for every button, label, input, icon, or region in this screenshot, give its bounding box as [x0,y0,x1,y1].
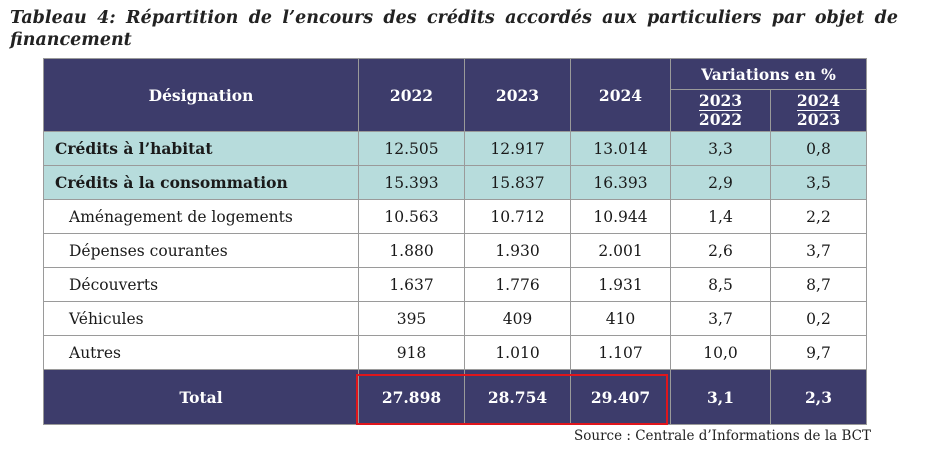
cell-2023: 10.712 [464,199,571,234]
total-row: Total 27.898 28.754 29.407 3,1 2,3 [43,369,867,425]
cell-2022: 918 [358,335,465,370]
cell-2022: 10.563 [358,199,465,234]
header-variation-2023-2022: 2023 2022 [670,89,771,132]
header-row: Désignation 2022 2023 2024 Variations en… [43,58,867,132]
caption-line-2: financement [10,30,132,50]
table-caption: Tableau 4: Répartition de l’encours des … [10,7,898,51]
cell-var-1: 10,0 [670,335,771,370]
header-designation: Désignation [43,58,359,132]
variation-1-denominator: 2022 [698,110,743,129]
table-row: Découverts 1.637 1.776 1.931 8,5 8,7 [43,267,867,302]
table-row: Véhicules 395 409 410 3,7 0,2 [43,301,867,336]
credit-distribution-table: Désignation 2022 2023 2024 Variations en… [43,58,867,425]
table-row: Dépenses courantes 1.880 1.930 2.001 2,6… [43,233,867,268]
cell-2022: 1.880 [358,233,465,268]
cell-var-2: 8,7 [770,267,867,302]
header-subrow: 2023 2022 2024 2023 [44,89,867,132]
cell-var-2: 3,7 [770,233,867,268]
row-label: Dépenses courantes [43,233,359,268]
cell-2023: 15.837 [464,165,571,200]
total-2022: 27.898 [358,369,465,425]
cell-var-1: 2,9 [670,165,771,200]
table-row: Crédits à la consommation 15.393 15.837 … [43,165,867,200]
cell-2023: 1.776 [464,267,571,302]
cell-var-1: 3,3 [670,131,771,166]
total-var-2: 2,3 [770,369,867,425]
variation-2-denominator: 2023 [796,110,841,129]
cell-var-2: 3,5 [770,165,867,200]
total-2023: 28.754 [464,369,571,425]
cell-var-1: 3,7 [670,301,771,336]
cell-var-2: 0,2 [770,301,867,336]
table-row: Aménagement de logements 10.563 10.712 1… [43,199,867,234]
cell-2022: 15.393 [358,165,465,200]
variation-1-numerator: 2023 [698,91,743,111]
row-label: Autres [43,335,359,370]
total-2024: 29.407 [570,369,671,425]
table-row: Crédits à l’habitat 12.505 12.917 13.014… [43,131,867,166]
row-label: Découverts [43,267,359,302]
cell-var-2: 0,8 [770,131,867,166]
row-label: Véhicules [43,301,359,336]
cell-2023: 1.010 [464,335,571,370]
header-variation-2024-2023: 2024 2023 [770,89,867,132]
cell-2022: 12.505 [358,131,465,166]
row-label: Aménagement de logements [43,199,359,234]
cell-var-2: 2,2 [770,199,867,234]
cell-var-1: 2,6 [670,233,771,268]
cell-2024: 1.931 [570,267,671,302]
cell-2022: 1.637 [358,267,465,302]
cell-2023: 1.930 [464,233,571,268]
cell-2024: 2.001 [570,233,671,268]
variation-2-numerator: 2024 [796,91,841,111]
total-var-1: 3,1 [670,369,771,425]
caption-line-1: Tableau 4: Répartition de l’encours des … [10,8,898,28]
cell-2024: 1.107 [570,335,671,370]
cell-2024: 410 [570,301,671,336]
source-note: Source : Centrale d’Informations de la B… [574,428,871,444]
header-year-2023: 2023 [464,58,571,132]
cell-2022: 395 [358,301,465,336]
cell-2024: 10.944 [570,199,671,234]
cell-2024: 13.014 [570,131,671,166]
header-year-2022: 2022 [358,58,465,132]
total-label: Total [43,369,359,425]
cell-2023: 409 [464,301,571,336]
row-label: Crédits à la consommation [43,165,359,200]
cell-var-1: 1,4 [670,199,771,234]
cell-var-1: 8,5 [670,267,771,302]
header-variations: Variations en % [670,58,867,90]
cell-2023: 12.917 [464,131,571,166]
cell-2024: 16.393 [570,165,671,200]
totals-highlight-box [356,374,668,425]
table-row: Autres 918 1.010 1.107 10,0 9,7 [43,335,867,370]
row-label: Crédits à l’habitat [43,131,359,166]
header-year-2024: 2024 [570,58,671,132]
cell-var-2: 9,7 [770,335,867,370]
